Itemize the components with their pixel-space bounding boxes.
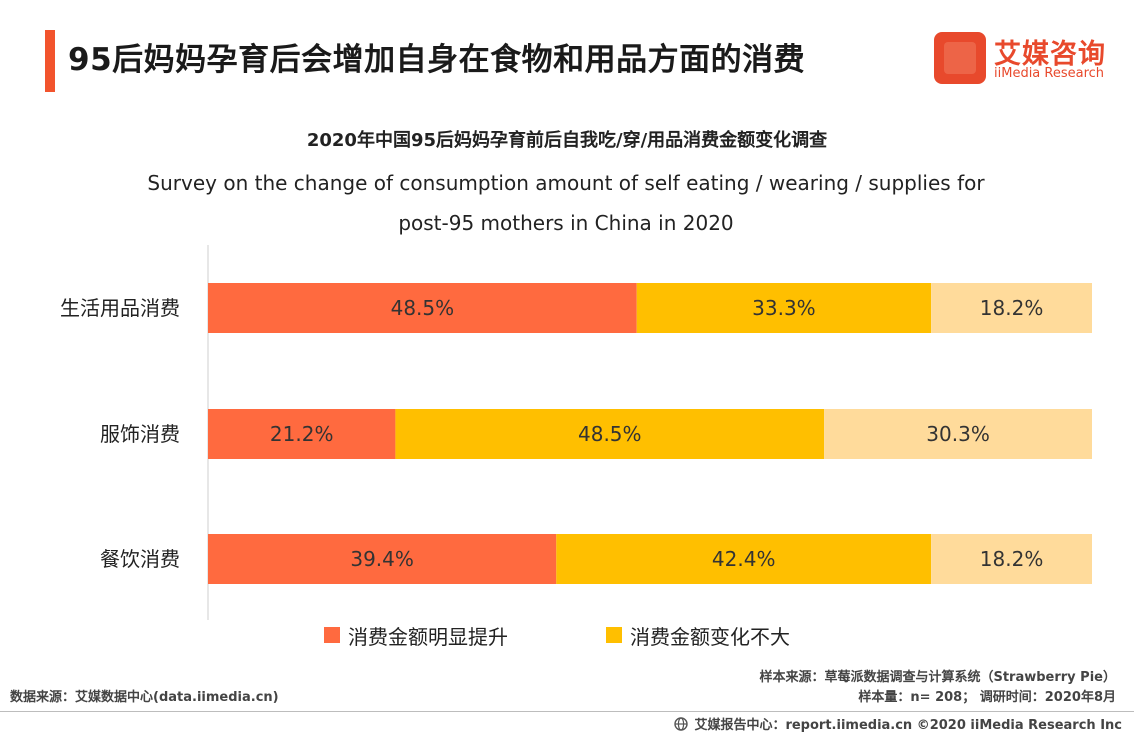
- bar-segment: [556, 534, 932, 584]
- sample-info: 样本来源：草莓派数据调查与计算系统（Strawberry Pie） 样本量：n=…: [759, 668, 1116, 708]
- globe-icon: [674, 716, 689, 731]
- iimedia-logo: 艾媒咨询 iiMedia Research: [934, 32, 1124, 86]
- page-title: 95后妈妈孕育后会增加自身在食物和用品方面的消费: [68, 42, 806, 78]
- legend-swatch-series-1: [324, 627, 340, 643]
- data-label: 18.2%: [980, 296, 1044, 320]
- category-label: 餐饮消费: [100, 547, 180, 571]
- footer-divider: [0, 711, 1134, 712]
- sample-source: 样本来源：草莓派数据调查与计算系统（Strawberry Pie）: [759, 670, 1116, 685]
- data-label: 48.5%: [391, 296, 455, 320]
- category-label: 服饰消费: [100, 422, 180, 446]
- report-center: 艾媒报告中心：report.iimedia.cn ©2020 iiMedia R…: [674, 714, 1122, 733]
- bar-segment: [208, 534, 557, 584]
- bar-segment: [208, 409, 396, 459]
- title-accent-bar: [45, 30, 55, 92]
- bar-segment: [395, 409, 825, 459]
- legend-item-series-1: 消费金额明显提升: [324, 622, 508, 649]
- legend-swatch-series-2: [606, 627, 622, 643]
- legend-item-series-2: 消费金额变化不大: [606, 622, 790, 649]
- bar-segment: [824, 409, 1092, 459]
- data-label: 48.5%: [578, 422, 642, 446]
- data-label: 42.4%: [712, 547, 776, 571]
- logo-mark-icon: [934, 32, 986, 84]
- bar-segment: [931, 534, 1092, 584]
- bar-segment: [931, 283, 1092, 333]
- legend-label-series-1: 消费金额明显提升: [348, 624, 508, 649]
- data-label: 18.2%: [980, 547, 1044, 571]
- data-label: 39.4%: [350, 547, 414, 571]
- data-label: 30.3%: [926, 422, 990, 446]
- bar-segment: [636, 283, 932, 333]
- logo-text-en: iiMedia Research: [994, 66, 1105, 81]
- logo-text-cn: 艾媒咨询: [994, 39, 1106, 70]
- category-label: 生活用品消费: [60, 296, 180, 320]
- data-label: 33.3%: [752, 296, 816, 320]
- legend-label-series-2: 消费金额变化不大: [630, 624, 790, 649]
- chart-subtitle: Survey on the change of consumption amou…: [147, 171, 985, 235]
- report-center-text: 艾媒报告中心：report.iimedia.cn ©2020 iiMedia R…: [694, 718, 1122, 733]
- bar-segment: [208, 283, 637, 333]
- data-source-note: 数据来源：艾媒数据中心(data.iimedia.cn): [10, 690, 279, 705]
- sample-size: 样本量：n= 208； 调研时间：2020年8月: [858, 690, 1116, 705]
- chart-title: 2020年中国95后妈妈孕育前后自我吃/穿/用品消费金额变化调查: [306, 130, 828, 151]
- data-label: 21.2%: [270, 422, 334, 446]
